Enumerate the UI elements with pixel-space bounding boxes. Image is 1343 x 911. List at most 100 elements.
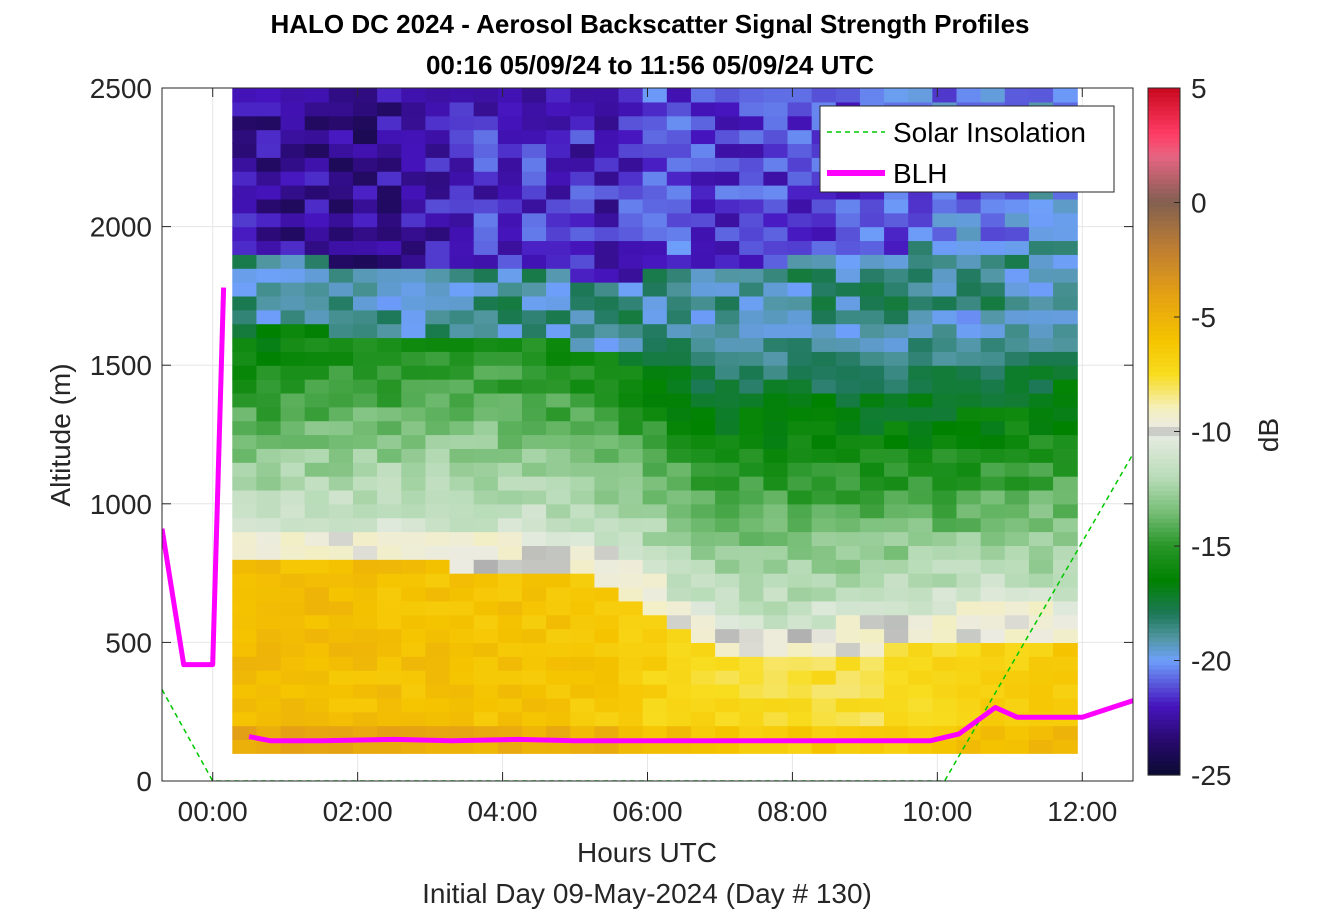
heatmap-cell [690, 185, 716, 200]
heatmap-cell [908, 392, 933, 408]
heatmap-cell [715, 129, 740, 145]
heatmap-cell [256, 559, 282, 574]
heatmap-cell [594, 185, 620, 200]
heatmap-cell [642, 379, 668, 394]
heatmap-cell [401, 531, 427, 546]
heatmap-cell [232, 309, 258, 325]
heatmap-cell [594, 157, 620, 172]
heatmap-cell [642, 434, 668, 449]
heatmap-cell [594, 614, 620, 630]
colorbar-segment [1148, 92, 1180, 98]
heatmap-cell [232, 642, 258, 657]
heatmap-cell [618, 129, 644, 145]
heatmap-cell [884, 725, 909, 741]
heatmap-cell [739, 503, 764, 519]
heatmap-cell [835, 226, 861, 242]
heatmap-cell [425, 559, 451, 574]
heatmap-cell [304, 448, 330, 463]
heatmap-cell [449, 254, 475, 269]
heatmap-cell [570, 365, 595, 380]
heatmap-cell [401, 517, 427, 533]
heatmap-cell [787, 683, 813, 699]
heatmap-cell [618, 379, 644, 394]
heatmap-cell [425, 379, 451, 394]
heatmap-cell [521, 157, 547, 172]
heatmap-cell [666, 323, 692, 339]
heatmap-cell [256, 392, 282, 408]
heatmap-cell [956, 628, 982, 643]
heatmap-cell [328, 656, 354, 671]
legend-label-blh: BLH [893, 158, 947, 189]
colorbar-segment [1148, 541, 1180, 547]
heatmap-cell [280, 143, 306, 158]
heatmap-cell [1028, 240, 1054, 255]
heatmap-cell [425, 406, 451, 422]
heatmap-cell [449, 614, 475, 630]
heatmap-cell [932, 365, 958, 380]
heatmap-cell [521, 462, 547, 477]
colorbar-segment [1148, 591, 1180, 597]
heatmap-cell [835, 254, 861, 269]
heatmap-cell [980, 295, 1006, 311]
heatmap-cell [618, 656, 644, 671]
heatmap-cell [811, 88, 837, 103]
heatmap-cell [570, 282, 595, 297]
heatmap-cell [980, 309, 1006, 325]
heatmap-cell [232, 406, 258, 422]
heatmap-cell [908, 573, 933, 588]
heatmap-cell [1028, 614, 1054, 630]
heatmap-cell [401, 115, 427, 131]
heatmap-cell [377, 628, 402, 643]
heatmap-cell [980, 448, 1006, 463]
heatmap-cell [618, 725, 644, 741]
heatmap-cell [666, 351, 692, 366]
heatmap-cell [763, 268, 789, 283]
heatmap-cell [715, 295, 740, 311]
heatmap-cell [1004, 614, 1030, 630]
heatmap-cell [835, 323, 861, 339]
heatmap-cell [1028, 420, 1054, 436]
heatmap-cell [908, 420, 933, 436]
heatmap-cell [787, 171, 813, 186]
heatmap-cell [980, 282, 1006, 297]
heatmap-cell [739, 157, 764, 172]
heatmap-cell [932, 683, 958, 699]
heatmap-cell [497, 434, 523, 449]
y-axis-label: Altitude (m) [45, 363, 76, 506]
heatmap-cell [763, 365, 789, 380]
heatmap-cell [497, 656, 523, 671]
colorbar-segment [1148, 239, 1180, 245]
heatmap-cell [980, 739, 1006, 754]
heatmap-cell [594, 226, 620, 242]
heatmap-cell [666, 462, 692, 477]
heatmap-cell [521, 101, 547, 117]
heatmap-cell [739, 309, 764, 325]
heatmap-cell [932, 559, 958, 574]
heatmap-cell [449, 642, 475, 657]
heatmap-cell [715, 725, 740, 741]
heatmap-cell [497, 545, 523, 560]
heatmap-cell [570, 559, 595, 574]
heatmap-cell [859, 198, 885, 214]
heatmap-cell [304, 282, 330, 297]
heatmap-cell [425, 628, 451, 643]
heatmap-cell [666, 212, 692, 228]
heatmap-cell [352, 614, 378, 630]
heatmap-cell [690, 88, 716, 103]
heatmap-cell [980, 392, 1006, 408]
heatmap-cell [473, 198, 499, 214]
heatmap-cell [1053, 434, 1078, 449]
heatmap-cell [715, 379, 740, 394]
heatmap-cell [256, 656, 282, 671]
heatmap-cell [232, 268, 258, 283]
heatmap-cell [956, 531, 982, 546]
colorbar-segment [1148, 610, 1180, 616]
heatmap-cell [449, 600, 475, 616]
colorbar-segment [1148, 536, 1180, 543]
heatmap-cell [256, 295, 282, 311]
heatmap-cell [956, 517, 982, 533]
heatmap-cell [908, 489, 933, 505]
heatmap-cell [690, 476, 716, 491]
heatmap-cell [666, 309, 692, 325]
colorbar-tick-label: -5 [1191, 302, 1216, 333]
